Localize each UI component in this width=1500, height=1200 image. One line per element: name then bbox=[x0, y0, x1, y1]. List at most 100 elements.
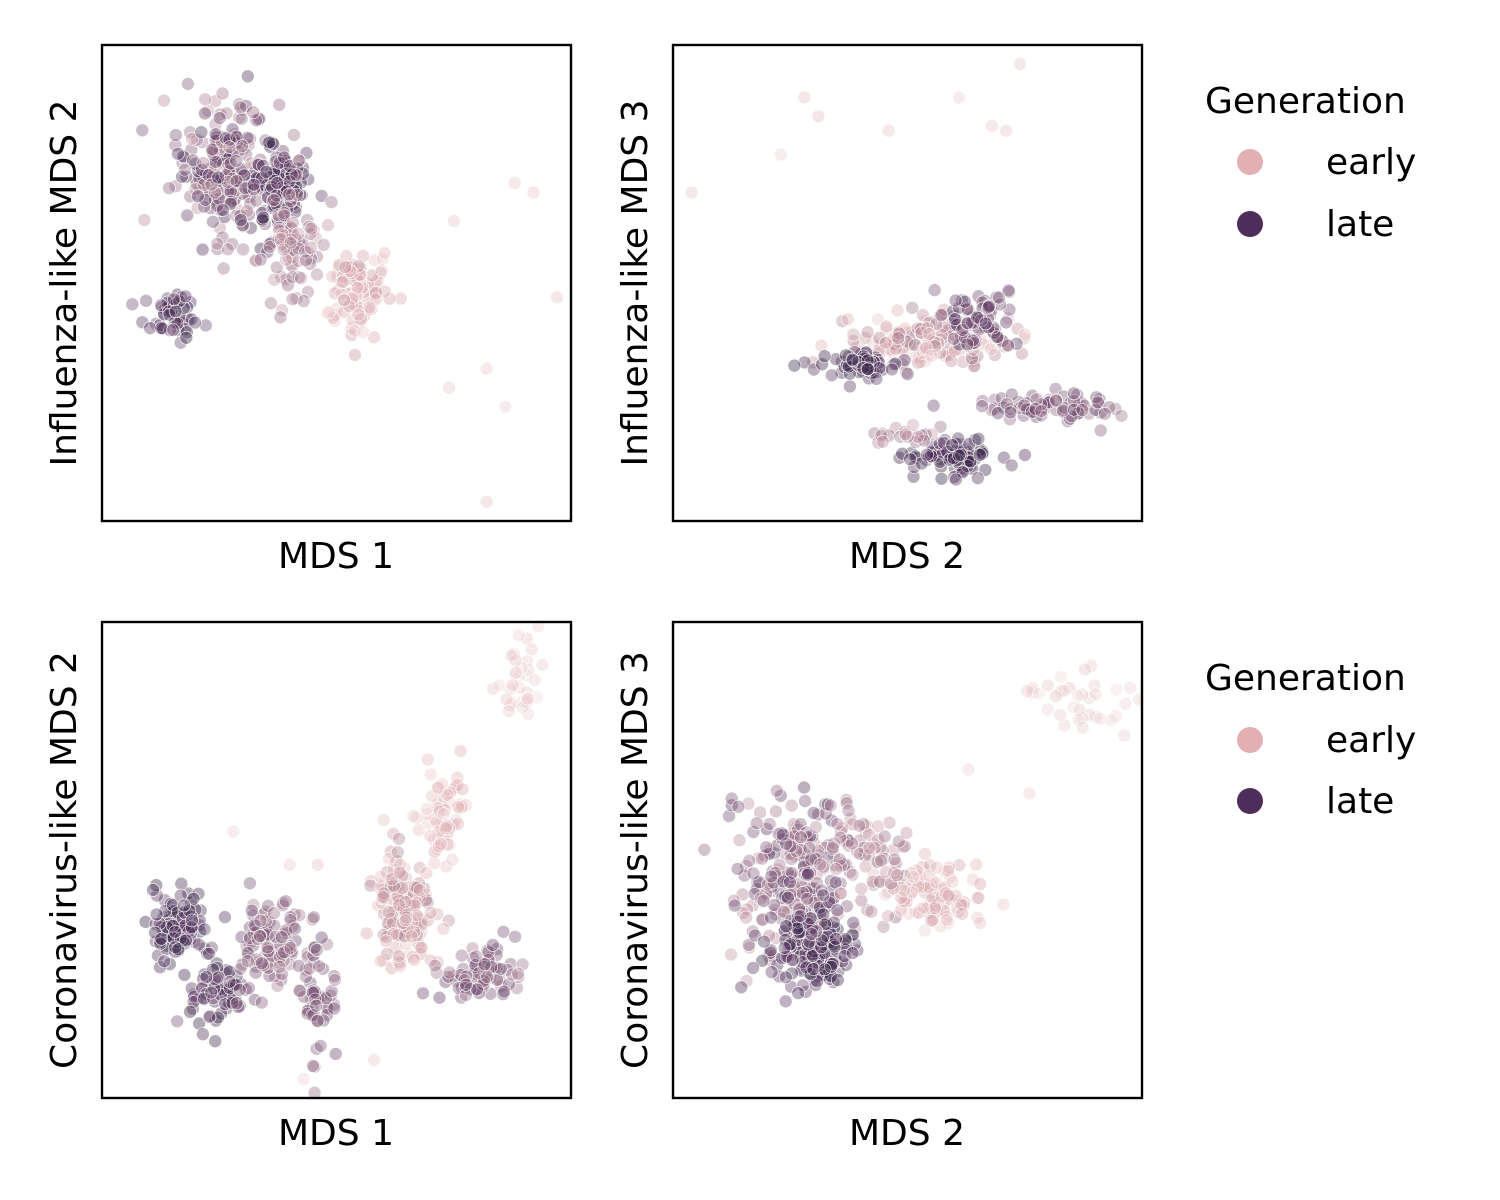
data-point bbox=[225, 237, 240, 251]
data-point bbox=[249, 193, 264, 208]
data-point bbox=[497, 984, 511, 999]
data-point bbox=[212, 111, 227, 125]
data-point bbox=[199, 970, 214, 984]
data-point bbox=[272, 960, 287, 974]
data-point bbox=[961, 762, 976, 777]
data-point bbox=[420, 807, 435, 822]
data-point bbox=[178, 162, 192, 177]
data-point bbox=[877, 851, 891, 866]
data-point bbox=[945, 874, 960, 889]
data-point bbox=[981, 320, 996, 335]
data-point bbox=[981, 300, 996, 314]
data-point bbox=[981, 301, 995, 315]
data-point bbox=[900, 367, 915, 381]
data-point bbox=[407, 953, 421, 967]
data-point bbox=[869, 372, 884, 386]
data-point bbox=[829, 862, 843, 876]
data-point bbox=[751, 851, 766, 866]
data-point bbox=[459, 977, 473, 992]
data-point bbox=[975, 446, 990, 461]
data-point bbox=[404, 929, 419, 944]
data-point bbox=[739, 910, 753, 925]
data-point bbox=[277, 150, 292, 165]
data-point bbox=[888, 910, 903, 925]
data-point bbox=[406, 809, 421, 823]
data-point bbox=[877, 829, 892, 844]
data-point bbox=[183, 1004, 197, 1019]
data-point bbox=[423, 905, 438, 920]
data-point bbox=[185, 913, 199, 928]
data-point bbox=[392, 831, 406, 846]
data-point bbox=[797, 355, 812, 370]
data-point bbox=[1028, 402, 1043, 416]
data-point bbox=[345, 266, 359, 280]
data-point bbox=[420, 895, 435, 910]
data-point bbox=[802, 841, 817, 855]
data-point bbox=[846, 327, 861, 342]
data-point bbox=[321, 218, 335, 232]
data-point bbox=[520, 668, 534, 683]
data-point bbox=[973, 447, 987, 462]
data-point bbox=[971, 431, 986, 446]
data-point bbox=[830, 973, 845, 987]
data-point bbox=[749, 816, 764, 831]
data-point bbox=[973, 916, 987, 930]
data-point bbox=[219, 131, 233, 145]
data-point bbox=[399, 905, 413, 919]
scatter-points bbox=[684, 57, 1129, 487]
data-point bbox=[841, 834, 855, 848]
panel-coronavirus-mds1-mds2: MDS 1 Coronavirus-like MDS 2 bbox=[44, 620, 573, 1154]
data-point bbox=[807, 895, 822, 910]
data-point bbox=[783, 839, 798, 854]
data-point bbox=[732, 833, 747, 848]
data-point bbox=[177, 968, 192, 982]
data-point bbox=[917, 923, 932, 938]
data-point bbox=[177, 898, 191, 913]
data-point bbox=[878, 336, 893, 350]
data-point bbox=[314, 189, 329, 203]
data-point bbox=[195, 163, 209, 177]
data-point bbox=[764, 965, 779, 979]
data-point bbox=[950, 901, 964, 915]
data-point bbox=[277, 208, 292, 223]
data-point bbox=[135, 315, 150, 330]
data-point bbox=[299, 253, 313, 268]
data-point bbox=[508, 666, 523, 680]
data-point bbox=[376, 813, 391, 827]
data-point bbox=[393, 857, 408, 872]
data-point bbox=[526, 185, 541, 200]
data-point bbox=[835, 314, 850, 329]
data-point bbox=[445, 852, 460, 867]
data-point bbox=[223, 156, 238, 171]
data-point bbox=[1089, 390, 1104, 405]
data-point bbox=[373, 266, 388, 280]
data-point bbox=[287, 907, 302, 922]
data-point bbox=[864, 904, 879, 919]
data-point bbox=[867, 841, 882, 856]
data-point bbox=[854, 893, 869, 908]
data-point bbox=[431, 825, 446, 839]
data-point bbox=[913, 355, 928, 369]
x-axis-label: MDS 2 bbox=[849, 1113, 965, 1154]
data-point bbox=[278, 894, 293, 909]
data-point bbox=[890, 868, 905, 883]
data-point bbox=[890, 303, 905, 318]
data-point bbox=[507, 176, 522, 190]
data-point bbox=[684, 185, 699, 200]
data-point bbox=[208, 117, 223, 132]
data-point bbox=[1078, 662, 1092, 677]
data-point bbox=[206, 215, 220, 229]
data-point bbox=[872, 361, 887, 375]
data-point bbox=[907, 460, 921, 474]
y-axis-label: Influenza-like MDS 3 bbox=[615, 100, 656, 467]
data-point bbox=[845, 352, 860, 367]
data-point bbox=[843, 379, 857, 394]
data-point bbox=[251, 158, 266, 172]
data-point bbox=[919, 340, 933, 355]
data-point bbox=[285, 227, 300, 242]
data-point bbox=[887, 842, 901, 857]
data-point bbox=[338, 260, 353, 274]
data-point bbox=[170, 316, 185, 331]
data-point bbox=[288, 921, 302, 936]
data-point bbox=[154, 931, 169, 946]
